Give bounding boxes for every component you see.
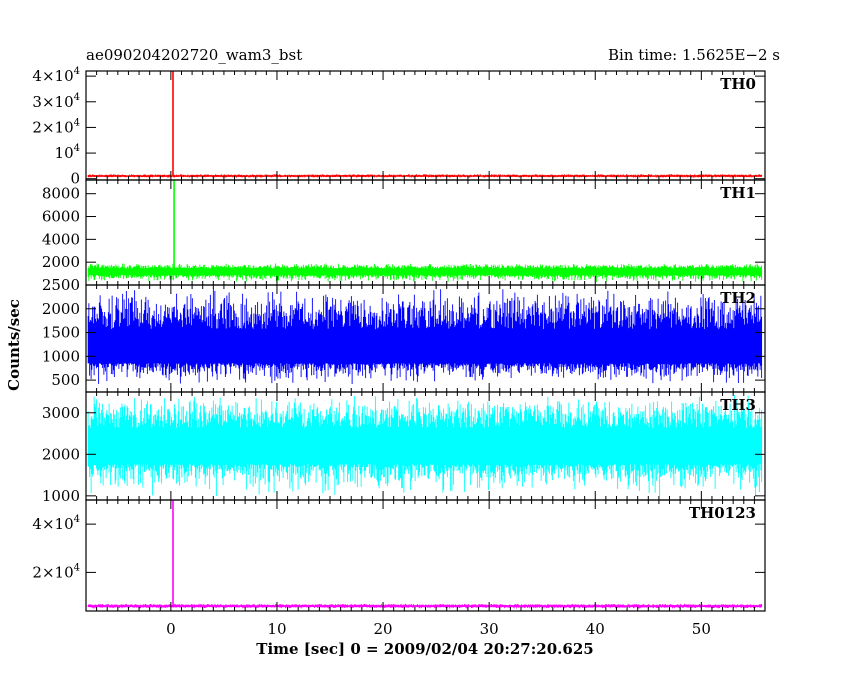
y-tick-label: 1000: [42, 347, 80, 365]
y-tick-label: 104: [55, 143, 80, 162]
y-tick-label: 1000: [42, 487, 80, 505]
y-axis-label: Counts/sec: [5, 299, 23, 391]
series-th0123: [87, 603, 763, 609]
panel-label-th0: TH0: [720, 75, 756, 93]
panel-th0123: 2×104 4×104 TH0123: [32, 499, 766, 612]
chart-title-right: Bin time: 1.5625E−2 s: [608, 46, 780, 64]
y-tick-label: 4×104: [32, 514, 80, 533]
panel-th2: 500 1000 1500 2000 2500 TH2: [42, 276, 766, 393]
y-tick-label: 6000: [42, 208, 80, 226]
panel-th3: 1000 2000 3000 TH3: [42, 391, 766, 505]
panel-label-th0123: TH0123: [689, 504, 756, 522]
y-tick-label: 2×104: [32, 562, 80, 581]
panel-frame-th0: [85, 70, 766, 181]
series-th3: [87, 394, 763, 496]
panel-th1: 2000 4000 6000 8000 TH1: [42, 179, 766, 286]
x-axis-label: Time [sec] 0 = 2009/02/04 20:27:20.625: [256, 640, 593, 658]
y-tick-label: 4×104: [32, 66, 80, 85]
panel-label-th3: TH3: [720, 396, 756, 414]
x-tick-label: 30: [480, 620, 499, 638]
y-tick-label: 2×104: [32, 117, 80, 136]
panels-group: 0 104 2×104 3×104 4×104 TH0 2000 4000 6000 8000 TH…: [32, 66, 766, 612]
series-th2: [87, 288, 763, 385]
panel-label-th1: TH1: [720, 184, 756, 202]
x-tick-label: 20: [374, 620, 393, 638]
panel-label-th2: TH2: [720, 289, 756, 307]
series-th0: [87, 174, 763, 178]
y-tick-label: 2000: [42, 445, 80, 463]
x-axis: 0 10 20 30 40 50: [166, 620, 711, 638]
x-tick-label: 40: [586, 620, 605, 638]
panel-th0: 0 104 2×104 3×104 4×104 TH0: [32, 66, 766, 188]
y-tick-label: 500: [51, 371, 80, 389]
y-tick-label: 0: [70, 170, 80, 188]
y-tick-label: 8000: [42, 185, 80, 203]
chart-title-left: ae090204202720_wam3_bst: [86, 46, 302, 64]
y-tick-label: 3×104: [32, 92, 80, 111]
x-tick-label: 10: [267, 620, 286, 638]
x-tick-label: 0: [166, 620, 176, 638]
y-tick-label: 1500: [42, 324, 80, 342]
y-tick-label: 2500: [42, 276, 80, 294]
series-th1: [87, 263, 763, 283]
y-tick-label: 2000: [42, 253, 80, 271]
y-tick-label: 2000: [42, 300, 80, 318]
y-tick-label: 3000: [42, 404, 80, 422]
panel-frame-th0123: [85, 499, 766, 612]
x-tick-label: 50: [692, 620, 711, 638]
y-tick-label: 4000: [42, 230, 80, 248]
